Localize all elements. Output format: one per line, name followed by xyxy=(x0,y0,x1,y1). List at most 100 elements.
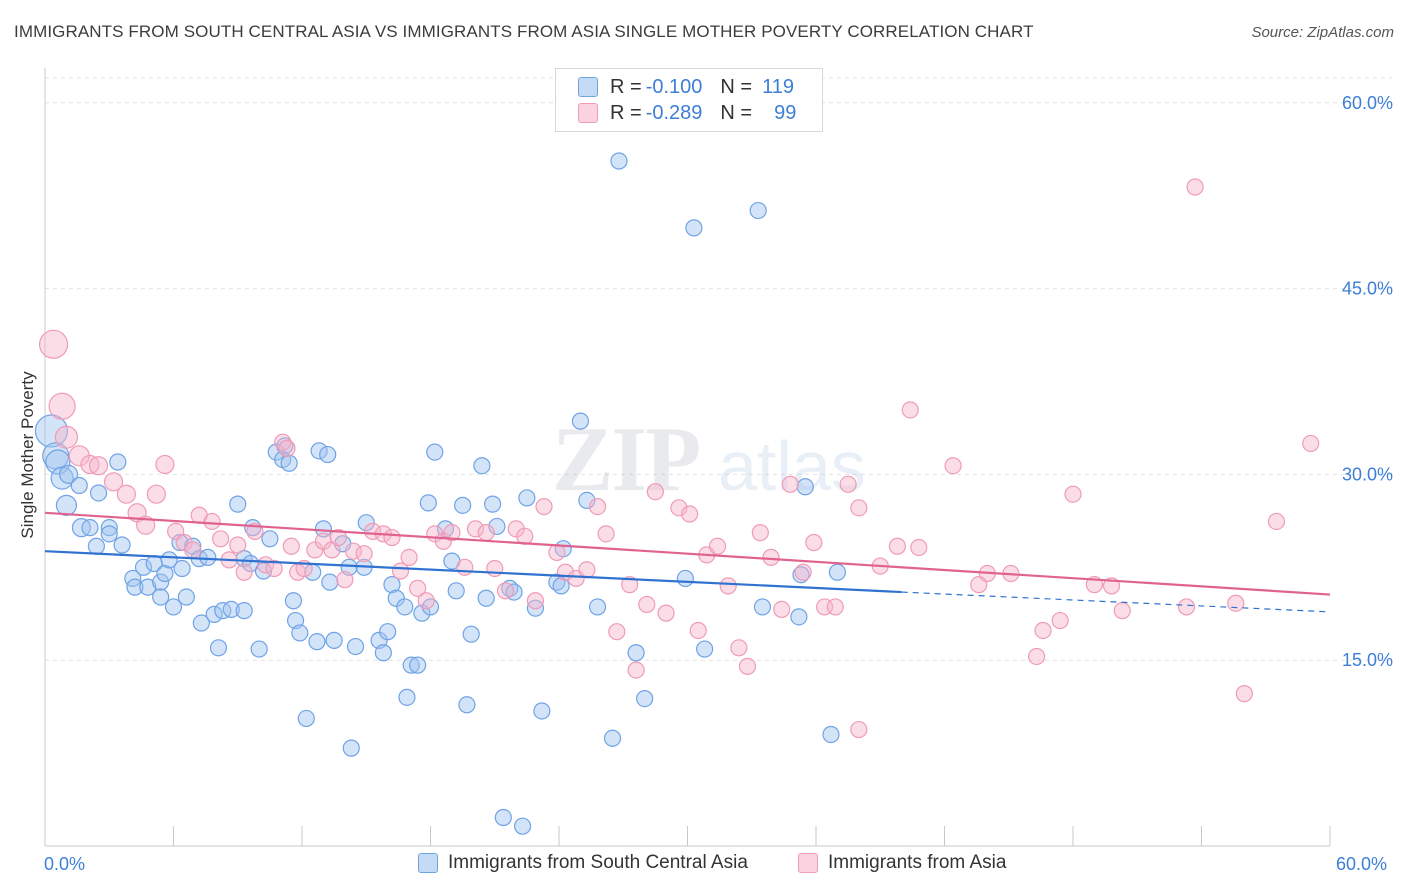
bottom-legend-swatch-blue xyxy=(418,853,438,873)
x-tick-min: 0.0% xyxy=(44,854,86,874)
axes xyxy=(44,68,1331,847)
data-point xyxy=(753,598,772,616)
data-point xyxy=(621,576,639,594)
data-point xyxy=(1227,594,1245,612)
data-point xyxy=(116,484,136,504)
legend-r-value: -0.289 xyxy=(645,101,703,124)
data-point xyxy=(676,569,694,588)
data-point xyxy=(81,519,99,537)
data-point xyxy=(781,475,799,493)
data-point xyxy=(100,525,118,543)
data-point xyxy=(588,598,607,616)
data-point xyxy=(319,445,337,464)
legend-row-south-central-asia: R = -0.100 N = 119 xyxy=(578,75,794,99)
data-point xyxy=(55,494,78,516)
data-point xyxy=(462,625,480,643)
data-point xyxy=(409,656,427,674)
data-point xyxy=(1027,647,1046,666)
data-point xyxy=(209,639,228,657)
data-point xyxy=(796,478,814,496)
data-point xyxy=(214,602,232,620)
data-point xyxy=(336,571,354,589)
data-point xyxy=(100,519,118,537)
data-point xyxy=(828,563,847,581)
legend-n-value: 99 xyxy=(774,101,797,124)
data-point xyxy=(34,414,69,448)
bottom-legend-label: Immigrants from South Central Asia xyxy=(448,852,748,873)
data-point xyxy=(1064,485,1082,503)
data-point xyxy=(203,512,221,531)
data-point xyxy=(136,515,156,535)
data-point xyxy=(944,457,962,475)
y-axis-label: Single Mother Poverty xyxy=(18,371,37,539)
data-point xyxy=(1186,178,1204,196)
data-point xyxy=(456,558,474,576)
bottom-legend-south-central-asia: Immigrants from South Central Asia xyxy=(418,852,748,874)
data-point xyxy=(610,152,628,170)
data-point xyxy=(477,589,495,607)
data-point xyxy=(1034,621,1052,640)
bottom-legend-asia: Immigrants from Asia xyxy=(798,852,1006,874)
data-point xyxy=(910,538,928,557)
data-point xyxy=(235,602,253,620)
data-point xyxy=(344,542,362,560)
data-point xyxy=(45,449,71,475)
data-point xyxy=(588,497,607,516)
data-point xyxy=(535,497,553,516)
svg-text:ZIP: ZIP xyxy=(552,408,699,510)
data-point xyxy=(773,600,791,619)
data-point xyxy=(235,563,253,581)
data-point xyxy=(58,464,79,484)
data-point xyxy=(454,496,472,514)
data-point xyxy=(708,537,727,555)
data-point xyxy=(646,483,664,501)
data-point xyxy=(419,494,437,512)
data-point xyxy=(1177,598,1196,616)
data-point xyxy=(496,582,515,600)
data-point xyxy=(552,577,570,595)
data-point xyxy=(513,817,532,835)
legend-n-label: N = xyxy=(720,101,753,124)
data-point xyxy=(396,598,414,616)
data-point xyxy=(466,520,485,538)
data-point xyxy=(402,656,420,674)
data-point xyxy=(794,563,812,581)
data-point xyxy=(297,709,315,728)
data-point xyxy=(571,412,590,430)
legend-r-label: R = xyxy=(610,75,642,98)
data-point xyxy=(152,588,170,606)
data-point xyxy=(850,720,868,739)
bottom-legend-label: Immigrants from Asia xyxy=(828,852,1007,873)
legend-swatch-pink xyxy=(578,103,598,123)
data-point xyxy=(177,588,195,606)
data-point xyxy=(192,614,210,632)
data-point xyxy=(291,624,309,642)
data-point xyxy=(139,578,157,596)
legend-swatch-blue xyxy=(578,77,598,97)
data-point xyxy=(164,598,183,616)
data-point xyxy=(548,543,566,562)
data-point xyxy=(826,598,844,616)
data-point xyxy=(1302,434,1320,453)
series-asia xyxy=(38,178,1320,739)
data-point xyxy=(805,533,823,552)
data-point xyxy=(696,640,714,658)
data-point xyxy=(627,661,645,679)
data-point xyxy=(48,392,76,420)
data-point xyxy=(383,528,401,547)
data-point xyxy=(329,528,348,547)
data-point xyxy=(284,592,303,610)
data-point xyxy=(205,605,223,623)
data-point xyxy=(321,573,339,591)
data-point xyxy=(87,537,106,555)
data-point xyxy=(357,514,375,532)
data-point xyxy=(505,583,523,601)
data-point xyxy=(1267,512,1286,531)
data-point xyxy=(458,696,476,714)
chart-title: IMMIGRANTS FROM SOUTH CENTRAL ASIA VS IM… xyxy=(14,22,1034,41)
data-point xyxy=(229,536,247,554)
legend-r-value: -0.100 xyxy=(645,75,703,98)
watermark: ZIP atlas xyxy=(552,408,866,510)
data-point xyxy=(850,499,868,517)
data-point xyxy=(325,631,343,649)
